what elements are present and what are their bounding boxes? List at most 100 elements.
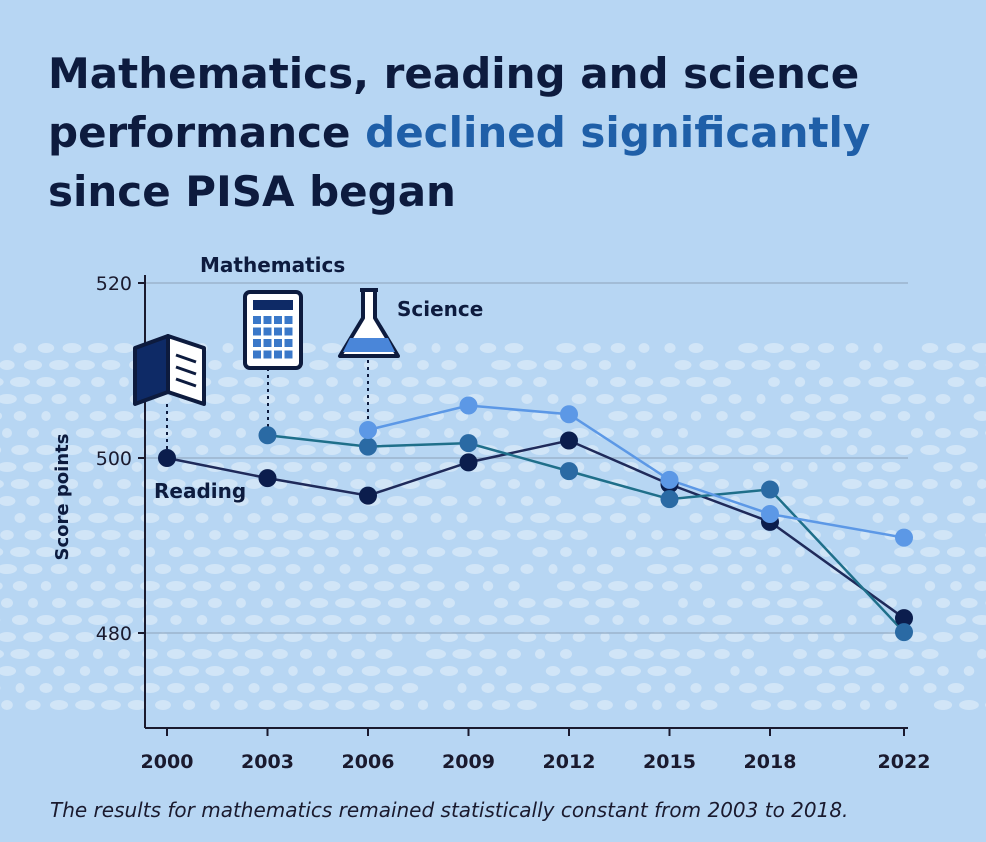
background-dot [517, 530, 537, 540]
calculator-key [253, 327, 261, 336]
background-dot [829, 394, 849, 404]
background-dot [842, 649, 862, 659]
background-dot [15, 683, 25, 693]
background-dot [777, 428, 797, 438]
book-icon [133, 334, 206, 406]
background-dot [756, 394, 766, 404]
background-dot [881, 564, 901, 574]
background-dot [52, 598, 66, 608]
background-dot [13, 343, 27, 353]
background-dot [101, 428, 121, 438]
background-dot [532, 547, 548, 557]
background-dot [442, 530, 456, 540]
background-dot [39, 683, 53, 693]
background-dot [114, 513, 134, 523]
background-dot [819, 615, 833, 625]
background-dot [778, 666, 796, 676]
background-dot [348, 513, 368, 523]
background-dot [272, 683, 288, 693]
background-dot [478, 615, 498, 625]
background-dot [208, 598, 222, 608]
series-line-science [367, 404, 905, 539]
background-dot [468, 496, 482, 506]
background-dot [751, 700, 771, 710]
background-dot [845, 343, 859, 353]
x-tick-label: 2012 [543, 751, 596, 773]
background-dot [375, 513, 393, 523]
background-dot [363, 564, 379, 574]
background-dot [610, 377, 626, 387]
background-dot [960, 462, 978, 472]
background-dot [114, 411, 134, 421]
background-dot [37, 649, 55, 659]
background-dot [518, 598, 536, 608]
background-dot [0, 564, 17, 574]
background-dot [895, 445, 913, 455]
background-dot [236, 598, 246, 608]
background-dot [676, 700, 690, 710]
background-dot [205, 564, 225, 574]
background-dot [260, 666, 274, 676]
background-dot [571, 394, 587, 404]
data-point-reading [359, 486, 377, 505]
background-dot [556, 683, 576, 693]
background-dot [375, 649, 393, 659]
background-dot [88, 615, 108, 625]
background-dot [751, 530, 771, 540]
background-dot [730, 666, 740, 676]
background-dot [478, 547, 498, 557]
x-tick-label: 2000 [141, 751, 194, 773]
background-dot [846, 445, 858, 455]
background-dot [64, 649, 80, 659]
background-dot [361, 666, 381, 676]
background-dot [507, 411, 521, 421]
background-dot [465, 632, 485, 642]
background-dot [482, 581, 494, 591]
background-dot [505, 377, 523, 387]
background-dot [548, 564, 558, 574]
background-dot [493, 598, 509, 608]
background-dot [599, 462, 611, 472]
background-dot [40, 581, 52, 591]
background-dot [101, 530, 121, 540]
data-point-science [560, 405, 578, 424]
y-ticks: 480 500 520 [96, 273, 145, 645]
background-dot [651, 428, 663, 438]
background-dot [847, 615, 857, 625]
background-dot [559, 479, 573, 489]
background-dot [258, 564, 276, 574]
background-dot [637, 513, 651, 523]
background-dot [764, 615, 784, 625]
background-dot [403, 343, 417, 353]
background-dot [231, 394, 251, 404]
background-dot [465, 564, 485, 574]
data-point-science [761, 505, 779, 523]
background-dot [816, 683, 836, 693]
background-dot [491, 360, 511, 370]
background-dot [153, 496, 173, 506]
background-dot [114, 581, 134, 591]
background-dot [920, 547, 940, 557]
background-dot [832, 530, 846, 540]
background-dot [829, 666, 849, 676]
background-dot [231, 462, 251, 472]
background-dot [244, 445, 264, 455]
background-dot [677, 428, 689, 438]
background-dot [25, 700, 41, 710]
background-dot [234, 700, 248, 710]
background-dot [726, 428, 744, 438]
background-dot [153, 598, 173, 608]
background-dot [415, 598, 431, 608]
background-dot [0, 666, 17, 676]
background-dot [454, 581, 470, 591]
background-dot [413, 394, 433, 404]
background-dot [413, 564, 433, 574]
background-dot [843, 683, 861, 693]
background-dot [933, 360, 953, 370]
background-dot [505, 513, 523, 523]
background-dot [950, 581, 962, 591]
background-dot [621, 666, 641, 676]
background-dot [350, 479, 366, 489]
background-dot [88, 683, 108, 693]
background-dot [1, 428, 13, 438]
